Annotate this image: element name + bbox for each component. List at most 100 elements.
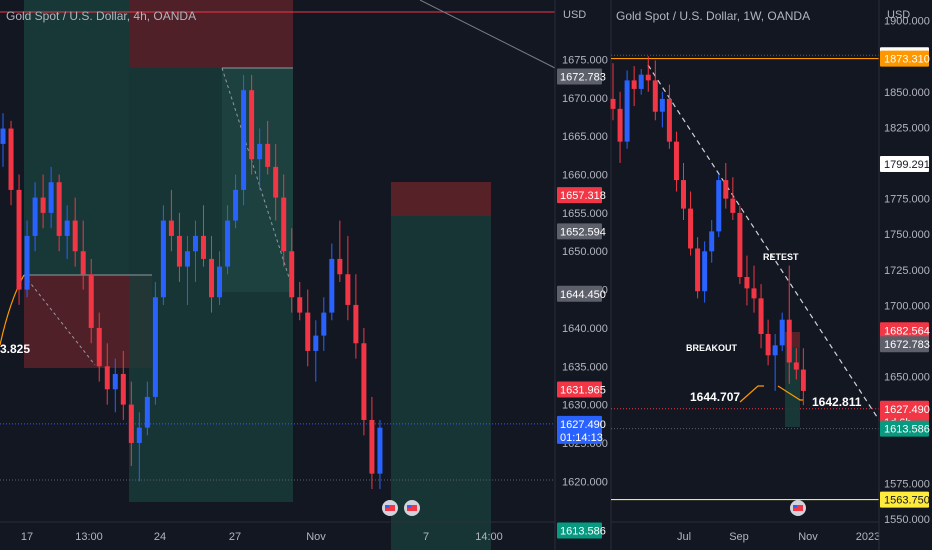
price-axis-tick-label: 1655.000 — [562, 208, 608, 220]
left-price-axis-background — [555, 0, 611, 550]
price-label-tag-bg — [880, 50, 929, 67]
time-axis-tick-label: 27 — [229, 531, 241, 543]
price-label-tag: 1873.310 — [880, 50, 930, 67]
candle — [313, 320, 319, 382]
breakout-label: BREAKOUT — [686, 343, 738, 353]
price-label-tag-bg — [880, 491, 929, 508]
right-pane[interactable]: RETEST BREAKOUT 1644.707 1642.811 Gold Spot … — [610, 0, 881, 550]
candle-body — [659, 98, 665, 112]
price-axis-tick-label: 1900.000 — [884, 16, 930, 28]
candle-body — [793, 362, 799, 370]
price-label-tag: 1644.450 — [557, 285, 606, 302]
candle-body — [631, 80, 637, 89]
candle — [709, 219, 715, 263]
orange-marker-line — [739, 385, 764, 403]
candle-body — [136, 427, 142, 443]
left-price-axis[interactable]: USD 1675.000 1670.000 1665.000 1660.000 1655.… — [554, 0, 611, 550]
price-axis-tick-label: 1620.000 — [562, 476, 608, 488]
short-position-stop-zone — [129, 0, 293, 68]
candle — [681, 163, 686, 220]
projection-dashed-line — [221, 67, 294, 291]
us-flag-event-icon-canton — [385, 505, 389, 508]
left-annotation-label: 3.825 — [0, 342, 30, 356]
us-flag-event-icon[interactable] — [790, 500, 806, 516]
time-axis-tick-label: 2023 — [856, 531, 880, 543]
candle-body — [737, 212, 743, 277]
candle-body — [610, 98, 616, 109]
left-pane[interactable]: 3.825 Gold Spot / U.S. Dollar, 4h, OANDA 1… — [0, 0, 556, 550]
candle-body — [96, 327, 102, 367]
candle — [8, 120, 14, 206]
price-label-tag-bg — [557, 381, 602, 398]
candle — [772, 333, 778, 391]
price-label-tag-bg — [557, 187, 602, 204]
price-axis-tick-label: 1700.000 — [884, 300, 930, 312]
candle — [16, 174, 22, 305]
price-label-tag-bg — [557, 223, 602, 240]
candle-body — [16, 189, 22, 290]
candle — [702, 241, 708, 303]
candle-body — [217, 266, 223, 298]
candle-body — [617, 108, 623, 142]
candle-body — [673, 141, 679, 181]
price-axis-tick-label: 1550.000 — [884, 514, 930, 526]
candle — [48, 166, 54, 229]
candle — [329, 243, 335, 321]
candle — [289, 228, 295, 313]
candle-body — [638, 74, 644, 89]
price-label-tag-bg — [880, 322, 929, 339]
candle-body — [624, 80, 630, 142]
candle-body — [80, 251, 86, 275]
candle — [779, 312, 785, 352]
candle-body — [64, 220, 70, 236]
candle — [297, 281, 303, 321]
price-label-tag: 1613.586 — [557, 522, 606, 539]
candle — [265, 120, 271, 175]
us-flag-event-icon[interactable] — [382, 500, 398, 516]
candle-body — [104, 366, 110, 390]
candle — [0, 113, 6, 167]
price-label-tag: 1563.750 — [880, 491, 930, 508]
time-axis-tick-label: 24 — [154, 531, 166, 543]
candle-body — [48, 182, 54, 213]
candle — [160, 205, 166, 305]
candle-body — [112, 373, 118, 390]
price-label-tag-text: 1652.594 — [560, 226, 606, 238]
time-axis-tick-label: 14:00 — [475, 531, 503, 543]
us-flag-event-icon[interactable] — [404, 500, 420, 516]
candle — [361, 327, 367, 436]
candle — [168, 189, 174, 252]
candle — [80, 220, 86, 290]
candle — [369, 396, 375, 489]
price-axis-tick-label: 1665.000 — [562, 131, 608, 143]
candle — [758, 284, 764, 349]
candle — [638, 68, 644, 95]
price-axis-tick-label: 1825.000 — [884, 122, 930, 134]
candle-body — [751, 288, 757, 299]
candle — [695, 237, 701, 299]
price-label-tag-text: 1613.586 — [560, 526, 606, 538]
candle-body — [730, 198, 736, 213]
candle — [225, 205, 231, 275]
candle — [765, 319, 771, 366]
candle — [176, 212, 182, 282]
candle-body — [209, 258, 215, 298]
price-label-tag-text: 1627.490 — [560, 419, 606, 431]
price-label-tag-text: 1563.750 — [884, 495, 930, 507]
candle — [120, 350, 126, 420]
us-flag-event-icon-stripes — [407, 505, 417, 511]
price-label-tag-bg — [557, 68, 602, 85]
candle-body — [56, 182, 62, 236]
candle — [659, 91, 665, 128]
candle-body — [201, 235, 206, 259]
trend-line — [419, 0, 556, 69]
candle — [144, 381, 150, 436]
price-axis-tick-label: 1670.000 — [562, 93, 608, 105]
candle-body — [681, 180, 686, 209]
candle-body — [645, 74, 651, 81]
candle-body — [765, 333, 771, 356]
price-label-tag: 1672.783 — [557, 68, 606, 85]
price-label-tag: 1657.318 — [557, 187, 606, 204]
